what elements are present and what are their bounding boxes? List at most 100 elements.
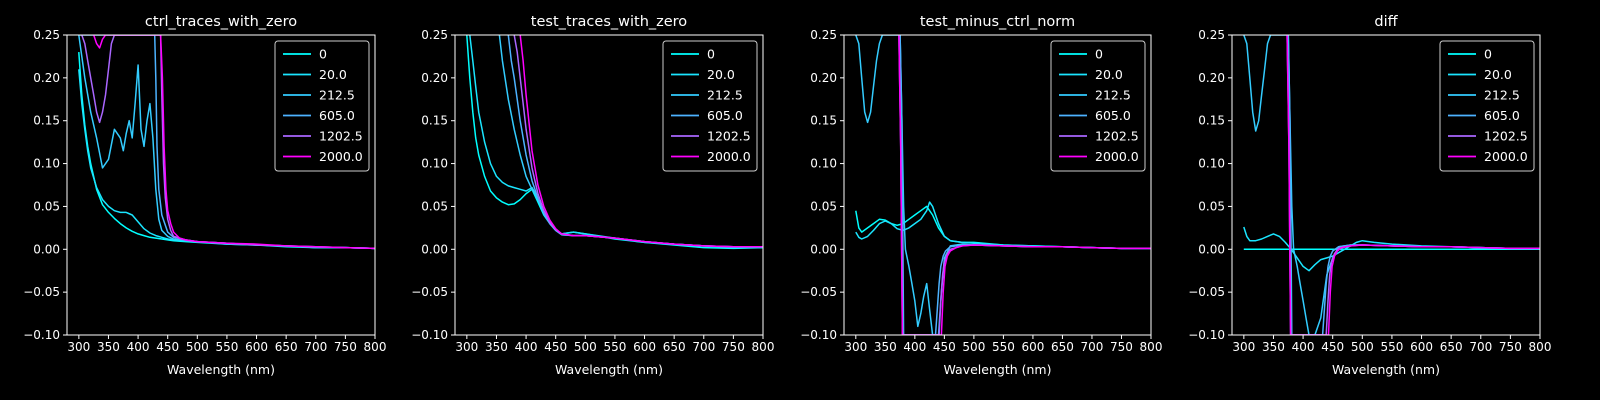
legend-entry: 2000.0 xyxy=(707,149,751,164)
x-tick-label: 300 xyxy=(1232,340,1255,354)
axes-frame xyxy=(843,34,1152,336)
y-tick-label: −0.05 xyxy=(23,285,60,299)
x-tick-label: 350 xyxy=(874,340,897,354)
x-tick-label: 600 xyxy=(1021,340,1044,354)
y-tick-label: −0.10 xyxy=(411,328,448,342)
series-line-20.0 xyxy=(1243,226,1540,272)
legend-frame xyxy=(662,40,758,172)
y-tick-label: 0.05 xyxy=(810,199,837,213)
y-tick-label: 0.25 xyxy=(421,28,448,42)
x-axis-label: Wavelength (nm) xyxy=(1332,362,1440,377)
x-tick-label: 500 xyxy=(1351,340,1374,354)
x-tick-label: 500 xyxy=(962,340,985,354)
legend-entry: 20.0 xyxy=(1484,67,1512,82)
series-group xyxy=(1243,35,1540,335)
y-tick-label: 0.10 xyxy=(421,157,448,171)
legend-entry: 2000.0 xyxy=(1095,149,1139,164)
x-tick-label: 350 xyxy=(1262,340,1285,354)
x-tick-label: 450 xyxy=(156,340,179,354)
x-tick-label: 800 xyxy=(752,340,775,354)
axes-frame xyxy=(1231,34,1541,336)
legend-entry: 605.0 xyxy=(1095,108,1131,123)
x-tick-label: 400 xyxy=(127,340,150,354)
x-tick-label: 600 xyxy=(1410,340,1433,354)
series-line-0 xyxy=(855,205,1151,250)
y-tick-label: 0.25 xyxy=(810,28,837,42)
chart-title: test_minus_ctrl_norm xyxy=(920,14,1075,30)
x-tick-label: 300 xyxy=(67,340,90,354)
x-tick-label: 650 xyxy=(663,340,686,354)
legend-entry: 20.0 xyxy=(707,67,735,82)
y-tick-label: 0.20 xyxy=(33,71,60,85)
x-tick-label: 800 xyxy=(364,340,387,354)
legend-entry: 2000.0 xyxy=(1484,149,1528,164)
y-tick-label: −0.10 xyxy=(800,328,837,342)
chart-panel-4: 300 350 400 450 500 550 600 650 700 750 800 −0.10 −0… xyxy=(1188,14,1551,377)
x-axis-label: Wavelength (nm) xyxy=(555,362,663,377)
x-axis-label: Wavelength (nm) xyxy=(944,362,1052,377)
chart-title: ctrl_traces_with_zero xyxy=(145,14,297,30)
y-tick-label: −0.10 xyxy=(23,328,60,342)
y-tick-label: 0.15 xyxy=(810,114,837,128)
y-tick-label: 0.00 xyxy=(421,242,448,256)
x-tick-label: 600 xyxy=(245,340,268,354)
y-tick-label: 0.00 xyxy=(810,242,837,256)
y-tick-label: 0.05 xyxy=(1198,199,1225,213)
legend-entry: 20.0 xyxy=(1095,67,1123,82)
x-tick-label: 650 xyxy=(1051,340,1074,354)
series-line-2000.0 xyxy=(1286,35,1540,335)
legend-entry: 0 xyxy=(319,47,327,62)
legend-entry: 605.0 xyxy=(319,108,355,123)
legend: 0 20.0 212.5 605.0 1202.5 2000.0 xyxy=(662,40,758,172)
x-tick-label: 450 xyxy=(1321,340,1344,354)
x-tick-label: 750 xyxy=(334,340,357,354)
y-tick-label: 0.00 xyxy=(1198,242,1225,256)
y-tick-label: 0.20 xyxy=(421,71,448,85)
series-group xyxy=(855,35,1151,335)
legend-entry: 605.0 xyxy=(707,108,743,123)
y-tick-label: 0.20 xyxy=(810,71,837,85)
x-tick-label: 650 xyxy=(1440,340,1463,354)
legend-entry: 1202.5 xyxy=(1484,129,1528,144)
x-tick-label: 400 xyxy=(1292,340,1315,354)
y-tick-label: −0.10 xyxy=(1188,328,1225,342)
chart-panel-2: 300 350 400 450 500 550 600 650 700 750 800 −0.10 −0… xyxy=(411,14,774,377)
series-line-20.0 xyxy=(855,201,1151,250)
x-tick-label: 700 xyxy=(304,340,327,354)
legend: 0 20.0 212.5 605.0 1202.5 2000.0 xyxy=(1439,40,1535,172)
x-tick-label: 700 xyxy=(1469,340,1492,354)
legend-entry: 1202.5 xyxy=(319,129,363,144)
y-tick-label: 0.15 xyxy=(421,114,448,128)
chart-panel-3: 300 350 400 450 500 550 600 650 700 750 800 −0.10 −0… xyxy=(800,14,1162,377)
legend: 0 20.0 212.5 605.0 1202.5 2000.0 xyxy=(1050,40,1146,172)
series-line-2000.0 xyxy=(92,35,375,250)
legend-entry: 20.0 xyxy=(319,67,347,82)
x-tick-label: 400 xyxy=(515,340,538,354)
x-tick-label: 500 xyxy=(574,340,597,354)
legend-entry: 2000.0 xyxy=(319,149,363,164)
x-tick-label: 550 xyxy=(603,340,626,354)
legend: 0 20.0 212.5 605.0 1202.5 2000.0 xyxy=(274,40,370,172)
legend-entry: 1202.5 xyxy=(707,129,751,144)
y-tick-label: 0.15 xyxy=(33,114,60,128)
x-tick-label: 700 xyxy=(1081,340,1104,354)
legend-entry: 212.5 xyxy=(319,88,355,103)
y-tick-label: −0.05 xyxy=(800,285,837,299)
x-tick-label: 450 xyxy=(544,340,567,354)
x-tick-label: 350 xyxy=(485,340,508,354)
x-tick-label: 800 xyxy=(1529,340,1552,354)
axes-frame xyxy=(454,34,764,336)
x-tick-label: 700 xyxy=(692,340,715,354)
x-tick-label: 550 xyxy=(1380,340,1403,354)
x-tick-label: 500 xyxy=(186,340,209,354)
x-tick-label: 300 xyxy=(455,340,478,354)
chart-title: diff xyxy=(1374,14,1398,30)
legend-entry: 1202.5 xyxy=(1095,129,1139,144)
x-tick-label: 600 xyxy=(633,340,656,354)
x-tick-label: 650 xyxy=(275,340,298,354)
y-tick-label: 0.00 xyxy=(33,242,60,256)
legend-entry: 0 xyxy=(707,47,715,62)
y-tick-label: 0.05 xyxy=(421,199,448,213)
x-tick-label: 750 xyxy=(1110,340,1133,354)
